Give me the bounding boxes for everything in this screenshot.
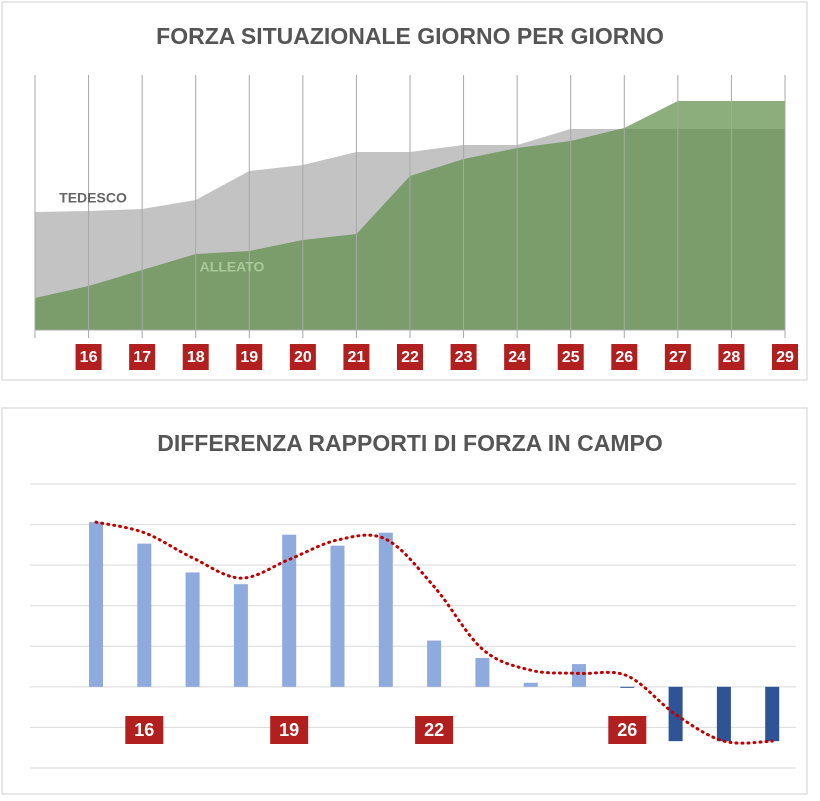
bar bbox=[185, 572, 200, 687]
category-label-box bbox=[608, 716, 647, 744]
category-label-box bbox=[129, 344, 156, 370]
category-label-box bbox=[125, 716, 164, 744]
category-label-box bbox=[397, 344, 423, 370]
series-label: ALLEATO bbox=[200, 259, 265, 275]
x-tick-label: 21 bbox=[348, 349, 366, 366]
x-tick-label: 26 bbox=[615, 349, 633, 366]
x-tick-label: 28 bbox=[723, 349, 741, 366]
x-tick-label: 18 bbox=[187, 349, 205, 366]
x-tick-label: 22 bbox=[401, 349, 419, 366]
trendline bbox=[94, 520, 774, 745]
x-tick-label: 25 bbox=[562, 349, 580, 366]
category-label-box bbox=[450, 344, 477, 370]
bar bbox=[233, 584, 248, 687]
category-label-box bbox=[270, 716, 309, 744]
x-tick-label: 17 bbox=[133, 349, 151, 366]
category-label-box bbox=[772, 344, 798, 370]
category-label-box bbox=[557, 344, 584, 370]
x-tick-label: 24 bbox=[508, 349, 526, 366]
bar bbox=[89, 522, 103, 687]
x-tick-label: 22 bbox=[424, 720, 444, 740]
bar bbox=[475, 658, 490, 687]
bar bbox=[668, 686, 683, 742]
bar bbox=[330, 545, 345, 687]
category-label-box bbox=[182, 344, 209, 370]
x-tick-label: 19 bbox=[240, 349, 258, 366]
x-tick-label: 16 bbox=[134, 720, 154, 740]
x-tick-label: 16 bbox=[80, 349, 98, 366]
bar bbox=[620, 686, 635, 688]
chart-title: FORZA SITUAZIONALE GIORNO PER GIORNO bbox=[156, 23, 664, 49]
category-label-box bbox=[611, 344, 638, 370]
category-label-box bbox=[664, 344, 691, 370]
bar bbox=[282, 534, 297, 687]
series-label: TEDESCO bbox=[59, 190, 127, 206]
bar bbox=[716, 686, 731, 742]
category-label-box bbox=[718, 344, 745, 370]
bar bbox=[378, 532, 393, 687]
category-label-box bbox=[415, 716, 454, 744]
x-tick-label: 26 bbox=[617, 720, 637, 740]
bar bbox=[523, 682, 538, 687]
chart-title: DIFFERENZA RAPPORTI DI FORZA IN CAMPO bbox=[157, 430, 663, 456]
bar bbox=[765, 686, 780, 742]
category-label-box bbox=[504, 344, 531, 370]
x-tick-label: 27 bbox=[669, 349, 687, 366]
chart-frame bbox=[1, 407, 808, 795]
x-tick-label: 19 bbox=[279, 720, 299, 740]
x-tick-label: 23 bbox=[455, 349, 473, 366]
bar bbox=[137, 543, 152, 687]
x-tick-label: 29 bbox=[776, 349, 794, 366]
x-tick-label: 20 bbox=[294, 349, 312, 366]
bar bbox=[572, 664, 586, 687]
category-label-box bbox=[343, 344, 370, 370]
category-label-box bbox=[289, 344, 316, 370]
category-label-box bbox=[236, 344, 263, 370]
category-label-box bbox=[75, 344, 102, 370]
bar bbox=[427, 640, 442, 687]
